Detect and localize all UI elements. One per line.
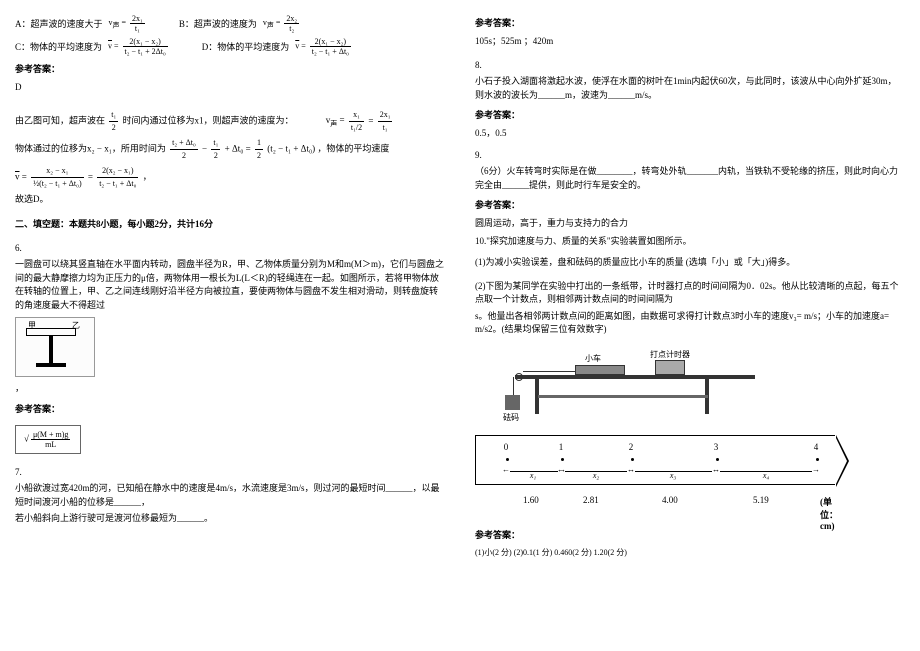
left-column: A：超声波的速度大于 v声 = 2x₁t₁ B：超声波的速度为 v声 = 2x₂…	[0, 0, 460, 651]
comma-marker: ，	[15, 382, 445, 396]
q7-text2: 若小船斜向上游行驶可是渡河位移最短为______。	[15, 512, 445, 526]
fraction-d: v = 2(x₁ − x₂)t₂ − t₁ + Δt₀	[295, 37, 353, 56]
answer-1: D	[15, 81, 445, 95]
explanation-3: v = x₂ − x₁½(t₂ − t₁ + Δt₀) = 2(x₂ − x₁)…	[15, 165, 445, 190]
fraction-a: v声 = 2x₁t₁	[109, 14, 147, 33]
option-row-ab: A：超声波的速度大于 v声 = 2x₁t₁ B：超声波的速度为 v声 = 2x₂…	[15, 14, 445, 33]
q8-answer: 0.5，0.5	[475, 127, 905, 141]
q7-number: 7.	[15, 466, 445, 480]
q7-answer-header: 参考答案：	[475, 16, 905, 29]
answer-header-1: 参考答案：	[15, 62, 445, 75]
q6-formula: √μ(M + m)gmL	[15, 425, 81, 454]
option-b-label: B：超声波的速度为	[179, 17, 257, 30]
q9-number: 9.	[475, 149, 905, 163]
q7-text1: 小船欲渡过宽420m的河，已知船在静水中的速度是4m/s，水流速度是3m/s，则…	[15, 482, 445, 509]
q8-text: 小石子投入湖面将激起水波，使浮在水面的树叶在1min内起伏60次，与此同时，该波…	[475, 75, 905, 102]
explanation-4: 故选D。	[15, 193, 445, 207]
option-c-label: C：物体的平均速度为	[15, 40, 102, 53]
q9-answer-header: 参考答案：	[475, 198, 905, 211]
fraction-c: v = 2(x₁ − x₂)t₂ − t₁ + 2Δt₀	[108, 37, 170, 56]
q6-answer-header: 参考答案：	[15, 402, 445, 415]
option-row-cd: C：物体的平均速度为 v = 2(x₁ − x₂)t₂ − t₁ + 2Δt₀ …	[15, 37, 445, 56]
q7-answer: 105s；525m ；420m	[475, 35, 905, 49]
q10-answer: (1)小(2 分) (2)0.1(1 分) 0.460(2 分) 1.20(2 …	[475, 547, 905, 558]
q8-number: 8.	[475, 59, 905, 73]
q10-answer-header: 参考答案：	[475, 528, 905, 541]
explanation-1: 由乙图可知，超声波在 t₁2 时间内通过位移为x1，则超声波的速度为： v声 =…	[15, 109, 445, 134]
q10-part2: (2)下图为某同学在实验中打出的一条纸带，计时器打点的时间间隔为0．02s。他从…	[475, 280, 905, 307]
diagram-cart-setup: 小车 打点计时器 砝码	[475, 345, 775, 425]
diagram-disk: 甲 乙	[15, 317, 95, 377]
section-2-header: 二、填空题：本题共8小题，每小题2分，共计16分	[15, 218, 445, 232]
right-column: 参考答案： 105s；525m ；420m 8. 小石子投入湖面将激起水波，使浮…	[460, 0, 920, 651]
tape-diagram: 0 1 2 3 4 x₁ x₂ x₃ x₄	[475, 435, 835, 485]
q6-number: 6.	[15, 242, 445, 256]
fraction-b: v声 = 2x₂t₂	[263, 14, 301, 33]
q10-part1: (1)为减小实验误差，盘和砝码的质量应比小车的质量 (选填「小」或「大」)得多。	[475, 256, 905, 270]
tape-measurements: 1.60 2.81 4.00 5.19 (单位：cm)	[475, 495, 835, 510]
q9-text: （6分）火车转弯时实际是在做________，转弯处外轨_______内轨，当铁…	[475, 165, 905, 192]
option-a-label: A：超声波的速度大于	[15, 17, 103, 30]
q8-answer-header: 参考答案：	[475, 108, 905, 121]
q10-number: 10."探究加速度与力、质量的关系"实验装置如图所示。	[475, 235, 905, 249]
q6-text: 一圆盘可以绕其竖直轴在水平面内转动，圆盘半径为R，甲、乙物体质量分别为M和m(M…	[15, 258, 445, 312]
q10-part2b: s。他量出各相邻两计数点间的距离如图，由数据可求得打计数点3时小车的速度v₃= …	[475, 310, 905, 337]
q9-answer: 圆周运动，高于，重力与支持力的合力	[475, 217, 905, 231]
option-d-label: D：物体的平均速度为	[202, 40, 290, 53]
explanation-2: 物体通过的位移为x₂ − x₁，所用时间为 t₂ + Δt₀2 − t₁2 + …	[15, 137, 445, 162]
